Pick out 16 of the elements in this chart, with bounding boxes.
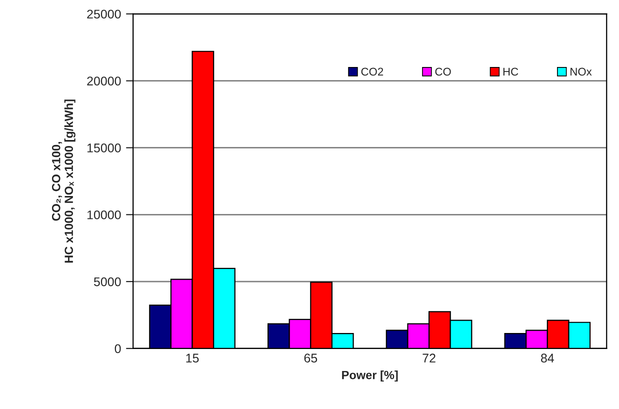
legend-label: NOx bbox=[570, 68, 592, 76]
x-tick-label: 15 bbox=[186, 354, 199, 363]
y-tick-label: 10000 bbox=[87, 210, 121, 220]
y-tick-label: 0 bbox=[114, 344, 121, 354]
legend-label: CO bbox=[435, 68, 451, 76]
x-axis-title: Power [%] bbox=[342, 370, 398, 382]
y-tick-label: 20000 bbox=[87, 76, 121, 86]
x-tick-label: 84 bbox=[541, 354, 554, 363]
legend-label: CO2 bbox=[361, 68, 384, 76]
x-tick-label: 72 bbox=[422, 354, 436, 362]
y-axis-title: CO₂, CO x100, HC x1000, NOₓ x1000 [g/kWh] bbox=[52, 100, 76, 263]
y-tick-label: 25000 bbox=[87, 10, 121, 19]
y-tick-label: 5000 bbox=[94, 277, 121, 286]
legend-label: HC bbox=[503, 68, 518, 76]
y-tick-label: 15000 bbox=[87, 144, 121, 152]
x-tick-label: 65 bbox=[304, 354, 318, 363]
